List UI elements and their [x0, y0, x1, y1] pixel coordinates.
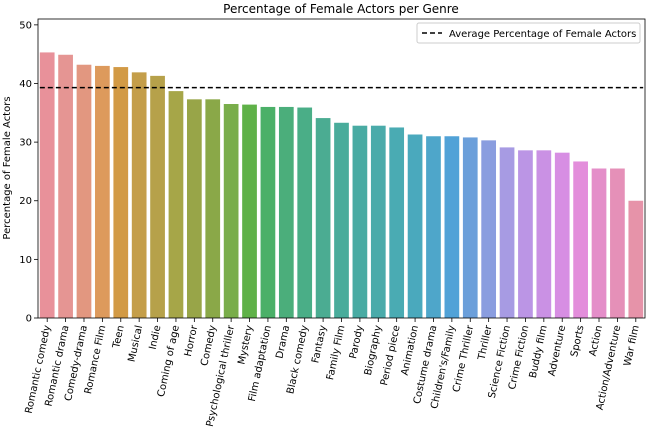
x-tick-label: Action: [588, 324, 605, 357]
bar: [444, 136, 460, 318]
bar: [113, 67, 129, 318]
x-tick-label: Drama: [274, 324, 292, 359]
bar: [426, 136, 441, 318]
x-tick-label: Comedy: [199, 324, 218, 367]
x-tick-label: Family Film: [325, 324, 347, 381]
bar: [297, 107, 313, 318]
bar: [370, 125, 386, 318]
y-tick-label: 50: [19, 20, 32, 31]
x-tick-label: Fantasy: [310, 324, 329, 364]
legend-frame: [416, 22, 641, 44]
bar: [499, 147, 515, 318]
bar: [610, 168, 625, 318]
y-tick-label: 0: [26, 314, 32, 325]
bar: [352, 125, 368, 318]
bar: [260, 106, 276, 318]
x-tick-label: Parody: [348, 324, 366, 360]
x-tick-label: Musical: [127, 324, 146, 363]
bar: [389, 127, 405, 319]
x-tick-label: Sports: [569, 324, 586, 358]
x-tick-label: Animation: [400, 324, 421, 376]
bar: [58, 54, 73, 318]
y-axis-label: Percentage of Female Actors: [2, 96, 13, 239]
x-tick-label: Indie: [148, 324, 164, 350]
bar: [76, 64, 92, 318]
x-tick-label: Teen: [111, 324, 127, 350]
y-tick-label: 30: [19, 138, 32, 149]
bar: [168, 91, 184, 318]
x-tick-label: Biography: [363, 324, 384, 376]
x-tick-label: War film: [622, 324, 641, 367]
x-tick-label: Horror: [183, 323, 201, 357]
bar: [518, 150, 533, 318]
bar: [481, 140, 497, 318]
bar: [334, 122, 349, 319]
x-tick-label: Mystery: [236, 324, 255, 365]
y-tick-label: 40: [19, 79, 32, 90]
legend-average-label: Average Percentage of Female Actors: [449, 29, 636, 40]
bar: [628, 200, 644, 318]
bar: [573, 161, 588, 318]
bar: [186, 99, 202, 318]
bar: [462, 137, 478, 318]
axes-frame: [37, 18, 646, 319]
x-tick-label: Thriller: [476, 323, 494, 362]
bar: [242, 104, 257, 318]
bar: [407, 134, 423, 318]
bar: [315, 118, 331, 318]
bar: [223, 104, 239, 318]
chart-title: Percentage of Female Actors per Genre: [223, 2, 459, 16]
y-tick-label: 10: [19, 255, 32, 266]
bar: [131, 72, 147, 318]
bar: [591, 168, 607, 318]
bar: [554, 152, 570, 318]
x-tick-label: Adventure: [547, 324, 569, 377]
bar: [278, 106, 294, 318]
bar: [39, 52, 55, 319]
bar: [536, 150, 552, 318]
bar: [205, 99, 221, 318]
legend: Average Percentage of Female Actors: [416, 22, 641, 44]
bar: [95, 65, 110, 319]
y-tick-label: 20: [19, 196, 32, 207]
bar: [150, 75, 165, 319]
